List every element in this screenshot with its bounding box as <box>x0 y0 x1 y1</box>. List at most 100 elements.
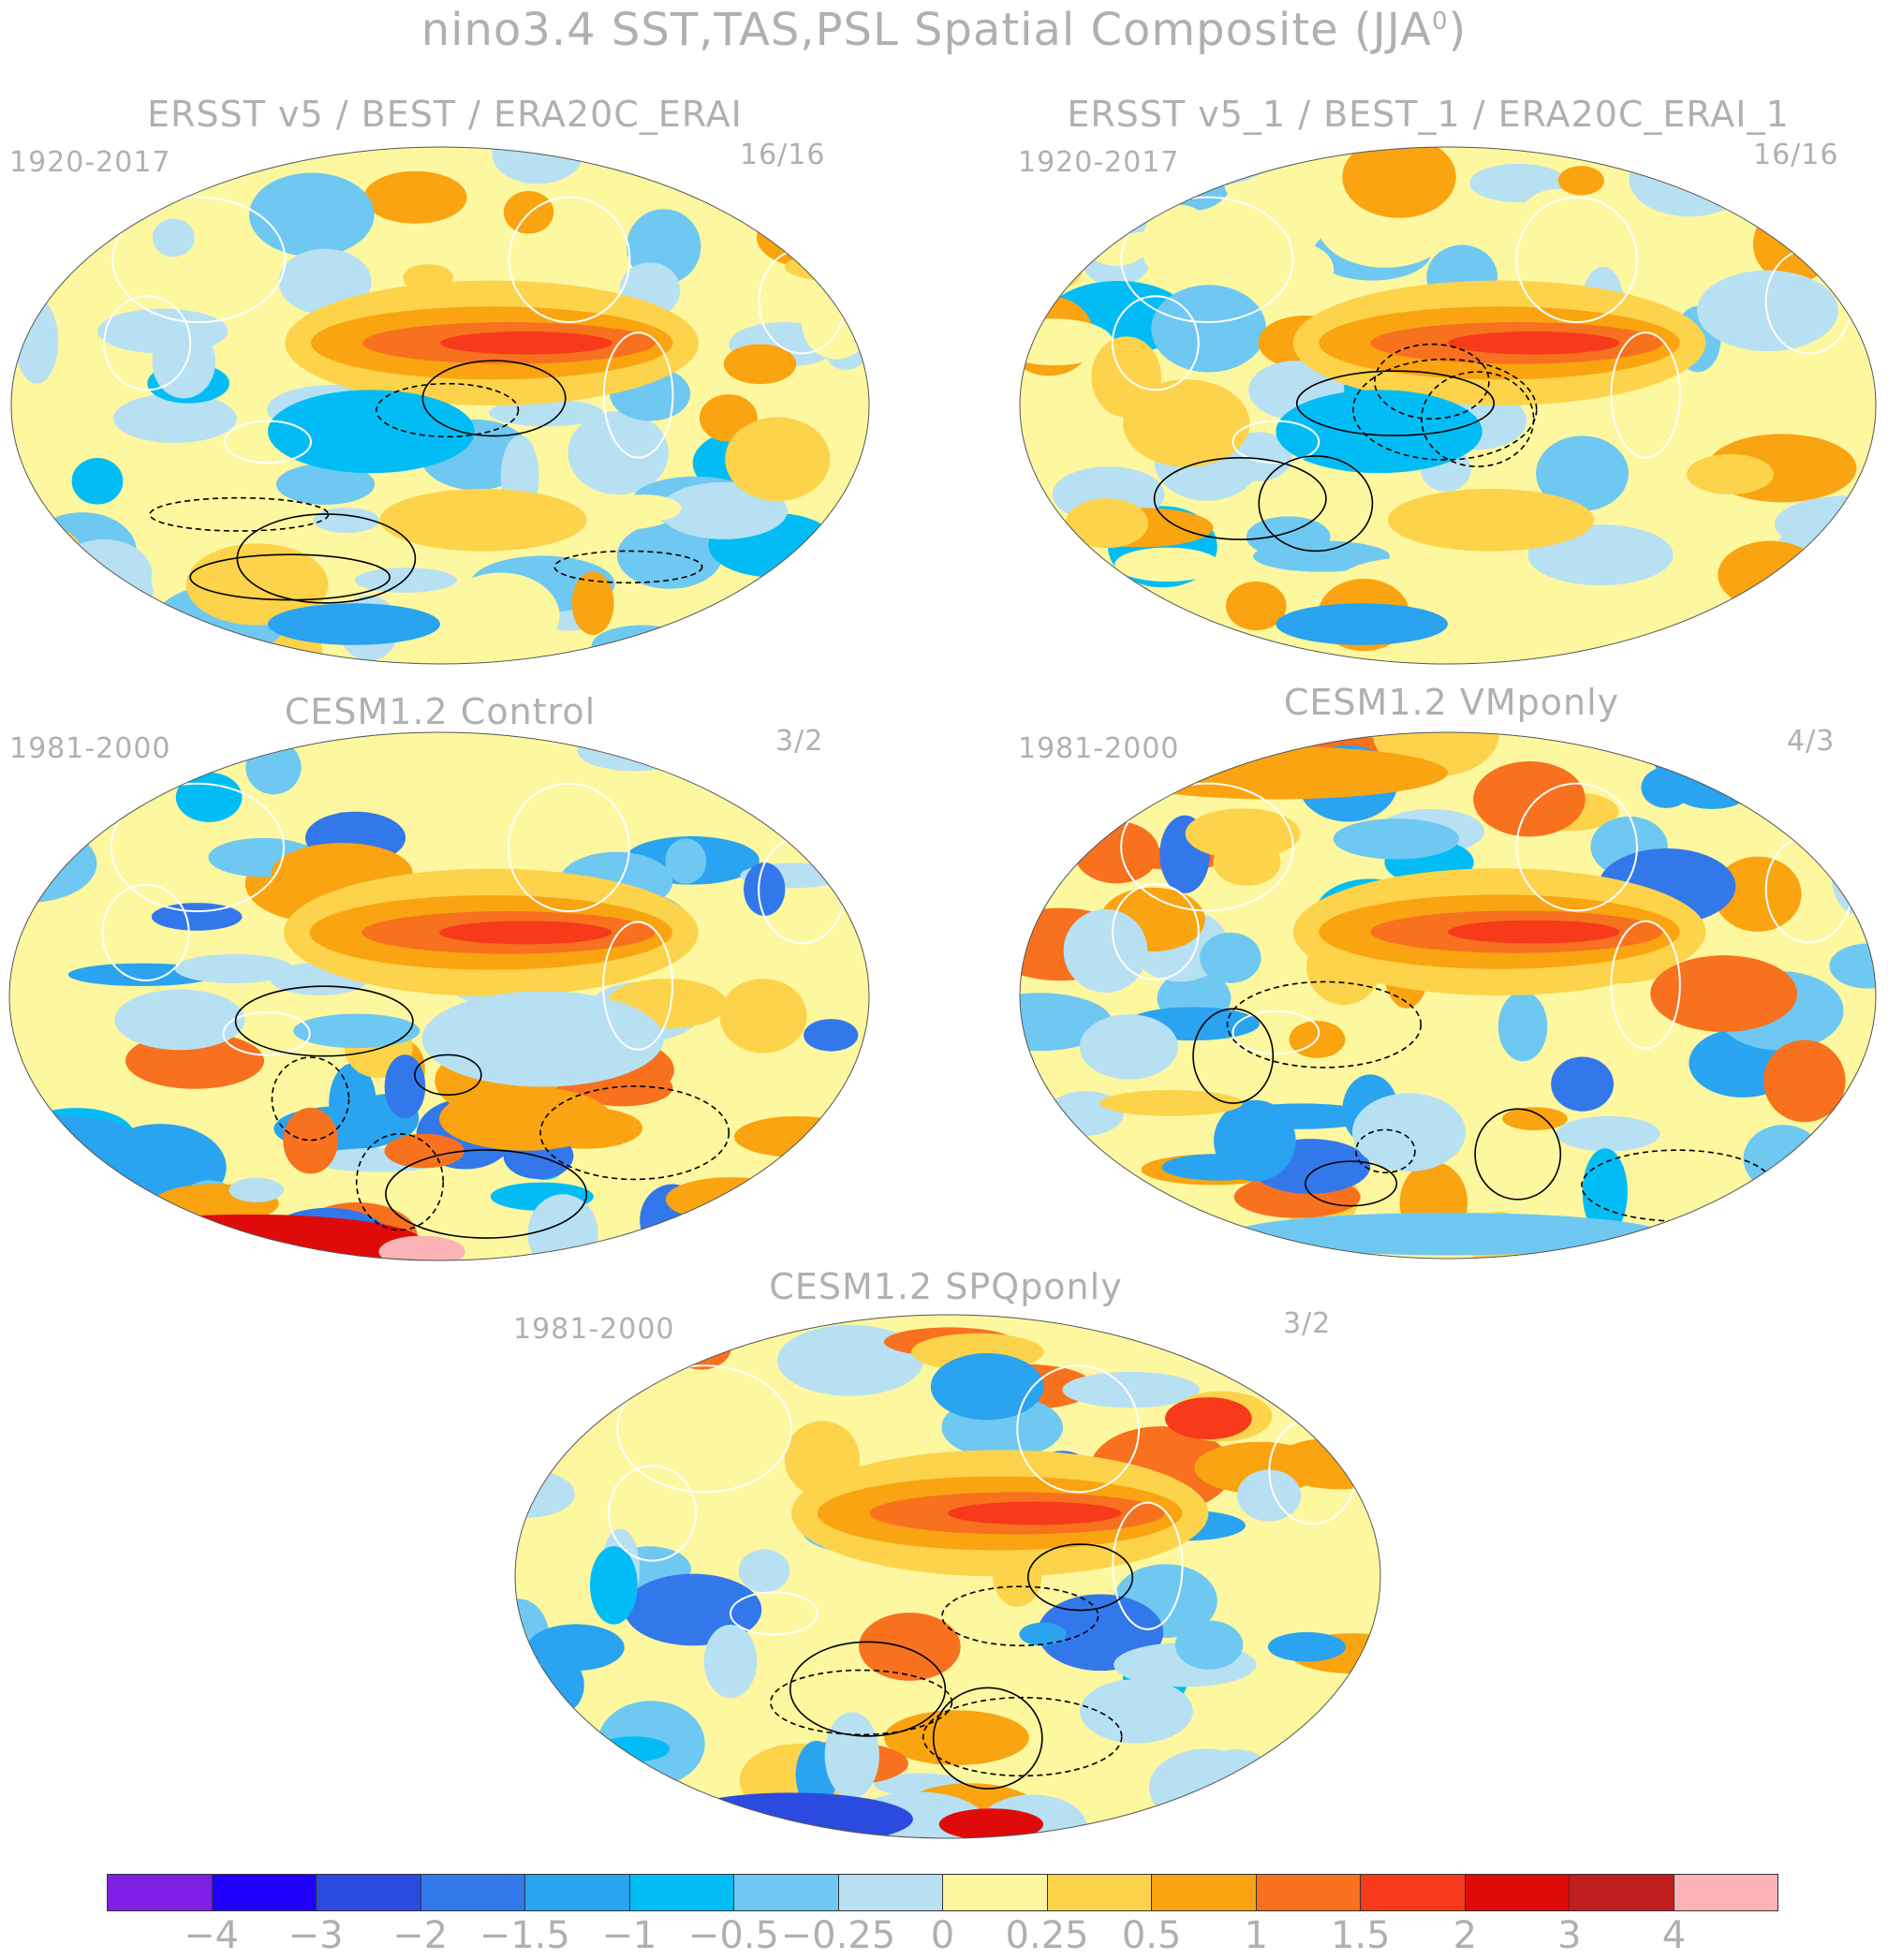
panel-years-1: 1920-2017 <box>9 146 171 179</box>
coastline <box>730 1591 819 1636</box>
anomaly-patch <box>671 1321 732 1370</box>
anomaly-patch <box>577 732 692 772</box>
anomaly-patch <box>1765 630 1876 664</box>
anomaly-patch <box>756 206 869 269</box>
anomaly-patch <box>1185 808 1301 860</box>
anomaly-patch <box>744 862 786 917</box>
anomaly-patch <box>1582 1148 1628 1236</box>
anomaly-patch <box>275 464 376 505</box>
colorbar-label: 1 <box>1244 1914 1268 1957</box>
anomaly-patch <box>1372 732 1499 777</box>
anomaly-patch <box>1319 1737 1380 1819</box>
anomaly-patch <box>1502 1107 1568 1131</box>
anomaly-patch <box>703 1624 758 1699</box>
map-panel-4 <box>1018 730 1878 1260</box>
psl-contour <box>385 1149 588 1239</box>
coastline <box>608 1465 697 1562</box>
colorbar-box <box>1570 1875 1674 1910</box>
coastline <box>1120 782 1294 912</box>
anomaly-patch <box>489 399 604 427</box>
anomaly-patch <box>1020 212 1162 236</box>
anomaly-patch <box>1123 379 1250 467</box>
panel-years-3: 1981-2000 <box>9 732 171 765</box>
coastline <box>111 196 287 324</box>
anomaly-patch <box>1033 243 1084 289</box>
psl-contour <box>789 1641 947 1737</box>
anomaly-patch <box>1551 1056 1615 1112</box>
anomaly-patch <box>268 603 440 645</box>
anomaly-patch <box>152 1244 297 1260</box>
anomaly-patch <box>113 601 170 629</box>
coastline <box>1016 1364 1141 1494</box>
colorbar-box <box>1152 1875 1257 1910</box>
coastline <box>103 295 192 391</box>
psl-contour <box>149 496 330 532</box>
anomaly-patch <box>1497 991 1548 1062</box>
anomaly-patch <box>293 1013 420 1049</box>
anomaly-patch <box>1333 818 1460 860</box>
anomaly-patch <box>665 838 707 884</box>
colorbar-box <box>1674 1875 1777 1910</box>
anomaly-patch <box>1556 1115 1660 1152</box>
psl-contour <box>539 1085 730 1181</box>
psl-contour <box>1352 358 1538 461</box>
panel-title-5: CESM1.2 SPQponly <box>769 1266 1123 1307</box>
anomaly-patch <box>723 344 797 385</box>
psl-contour <box>922 1696 1123 1777</box>
map-panel-5 <box>513 1313 1382 1840</box>
colorbar-label: −0.25 <box>780 1914 896 1957</box>
panel-ratio-4: 4/3 <box>1787 725 1836 758</box>
anomaly-patch <box>884 1710 1029 1765</box>
map-border <box>1019 146 1877 665</box>
anomaly-patch <box>152 325 216 399</box>
anomaly-patch <box>1065 498 1149 549</box>
anomaly-patch <box>1261 243 1335 296</box>
anomaly-patch <box>354 567 457 593</box>
coastline <box>1232 420 1320 464</box>
anomaly-patch <box>1650 955 1798 1032</box>
anomaly-patch <box>363 170 467 224</box>
anomaly-patch <box>725 417 831 502</box>
anomaly-patch <box>776 581 869 660</box>
anomaly-patch <box>55 538 153 610</box>
map-border <box>1019 731 1877 1260</box>
anomaly-patch <box>1641 767 1692 808</box>
colorbar-label: 4 <box>1661 1914 1687 1957</box>
anomaly-patch <box>1308 1335 1349 1383</box>
map-border <box>10 146 870 665</box>
colorbar-box <box>838 1875 943 1910</box>
colorbar-box <box>525 1875 630 1910</box>
panel-ratio-2: 16/16 <box>1753 139 1839 171</box>
anomaly-patch <box>606 494 682 523</box>
anomaly-patch <box>1325 1315 1380 1376</box>
anomaly-patch <box>152 218 195 258</box>
anomaly-patch <box>1557 166 1604 196</box>
coastline <box>1610 920 1681 1050</box>
anomaly-patch <box>1082 212 1152 266</box>
map-panel-2 <box>1018 145 1878 666</box>
panel-ratio-3: 3/2 <box>775 725 824 758</box>
colorbar-box <box>212 1875 317 1910</box>
colorbar-box <box>108 1875 213 1910</box>
anomaly-patch <box>1020 993 1113 1052</box>
anomaly-patch <box>733 1115 860 1157</box>
anomaly-patch <box>1114 547 1220 582</box>
anomaly-patch <box>1131 147 1189 195</box>
psl-contour <box>1026 1543 1134 1612</box>
anomaly-patch <box>616 522 723 589</box>
anomaly-patch <box>283 1107 338 1174</box>
anomaly-patch <box>1151 285 1266 373</box>
anomaly-patch <box>313 508 379 534</box>
colorbar-box <box>734 1875 839 1910</box>
coastline <box>1120 196 1294 324</box>
coastline <box>602 332 674 459</box>
anomaly-patch <box>1749 748 1812 809</box>
coastline <box>602 921 673 1051</box>
anomaly-patch <box>492 147 583 184</box>
anomaly-patch <box>439 1086 612 1151</box>
colorbar-label: −0.5 <box>687 1914 779 1957</box>
psl-contour <box>1474 1108 1562 1201</box>
anomaly-patch <box>1515 188 1596 266</box>
anomaly-patch <box>1019 1622 1067 1646</box>
coastline <box>507 782 630 913</box>
